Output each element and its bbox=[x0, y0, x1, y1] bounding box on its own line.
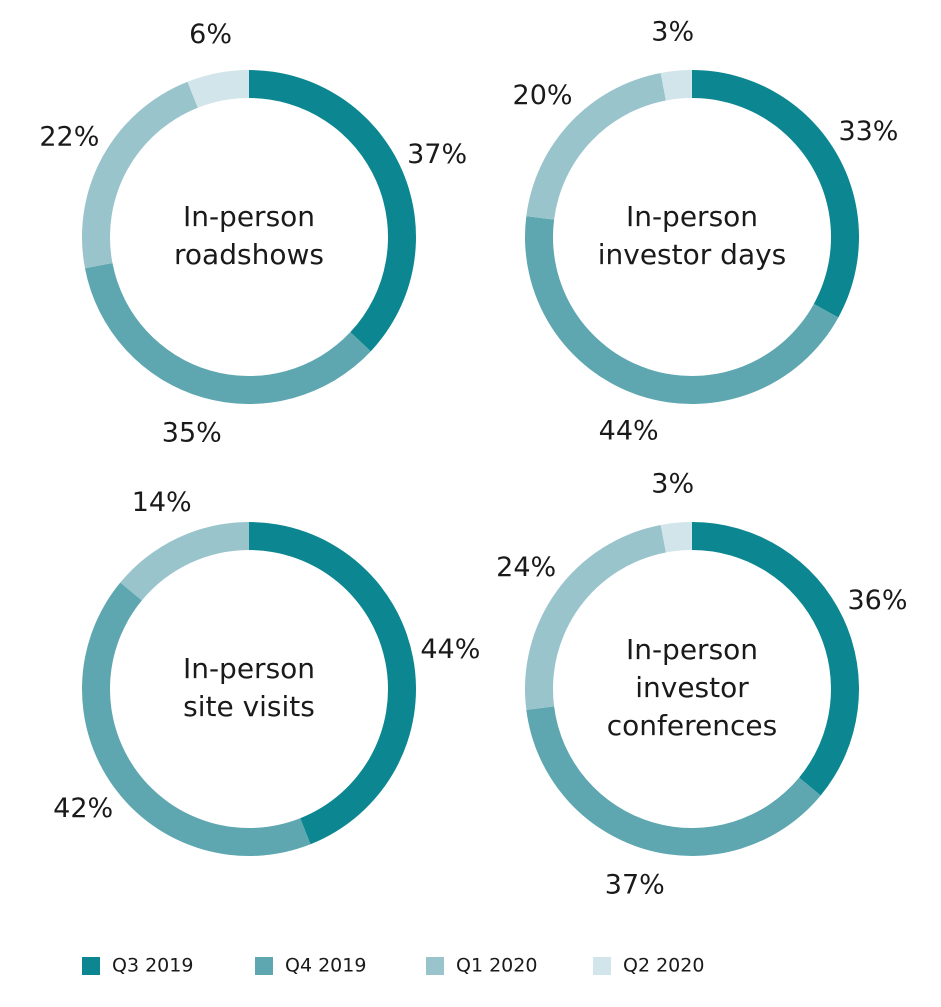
slice-value-label: 22% bbox=[39, 122, 99, 153]
slice-value-label: 24% bbox=[496, 552, 556, 583]
donut-chart-2: 33% 44% 20% 3% In-person investor days bbox=[513, 16, 899, 446]
slice-value-label: 37% bbox=[407, 139, 467, 170]
legend-item: Q4 2019 bbox=[255, 955, 366, 977]
donut-center-label: In-person bbox=[183, 652, 315, 685]
donut-slice bbox=[526, 706, 821, 857]
donut-chart-4: 36% 37% 24% 3% In-person investor conferences bbox=[496, 468, 907, 900]
slice-value-label: 14% bbox=[132, 487, 192, 518]
donut-slice bbox=[692, 70, 859, 318]
slice-value-label: 42% bbox=[53, 793, 113, 824]
legend-label: Q2 2020 bbox=[623, 955, 704, 977]
donut-slice bbox=[526, 72, 666, 220]
donut-center-label: In-person bbox=[626, 633, 758, 666]
donut-slice bbox=[187, 70, 249, 108]
legend-swatch bbox=[82, 957, 100, 975]
donut-slice bbox=[84, 263, 371, 404]
donut-chart-3: 44% 42% 14% In-person site visits bbox=[53, 487, 480, 856]
slice-value-label: 3% bbox=[651, 468, 694, 499]
slice-value-label: 35% bbox=[162, 417, 222, 448]
slice-value-label: 6% bbox=[189, 19, 232, 50]
legend-label: Q3 2019 bbox=[112, 955, 193, 977]
donut-slice bbox=[525, 524, 666, 710]
donut-slice bbox=[525, 216, 839, 405]
legend-item: Q1 2020 bbox=[426, 955, 537, 977]
donut-slice bbox=[249, 522, 416, 845]
legend-swatch bbox=[255, 957, 273, 975]
legend-swatch bbox=[593, 957, 611, 975]
slice-value-label: 36% bbox=[847, 585, 907, 616]
donut-slice bbox=[660, 522, 692, 553]
donut-slice bbox=[120, 522, 250, 601]
legend-item: Q3 2019 bbox=[82, 955, 193, 977]
donut-slice bbox=[249, 70, 417, 352]
donut-center-label: In-person bbox=[626, 200, 758, 233]
slice-value-label: 44% bbox=[599, 415, 659, 446]
donut-slice bbox=[660, 70, 692, 101]
donut-center-label: In-person bbox=[183, 200, 315, 233]
legend-item: Q2 2020 bbox=[593, 955, 704, 977]
donut-center-label: investor bbox=[635, 671, 749, 704]
legend-swatch bbox=[426, 957, 444, 975]
donut-chart-1: 37% 35% 22% 6% In-person roadshows bbox=[39, 19, 467, 448]
slice-value-label: 20% bbox=[513, 80, 573, 111]
slice-value-label: 3% bbox=[651, 16, 694, 47]
donut-center-label: roadshows bbox=[174, 238, 324, 271]
slice-value-label: 44% bbox=[420, 634, 480, 665]
donut-slice bbox=[82, 582, 311, 856]
slice-value-label: 33% bbox=[838, 116, 898, 147]
donut-center-label: conferences bbox=[607, 709, 777, 742]
donut-center-label: site visits bbox=[183, 690, 315, 723]
legend-label: Q4 2019 bbox=[285, 955, 366, 977]
donut-center-label: investor days bbox=[598, 238, 787, 271]
legend: Q3 2019 Q4 2019 Q1 2020 Q2 2020 bbox=[82, 955, 704, 977]
donut-slice bbox=[82, 81, 198, 269]
legend-label: Q1 2020 bbox=[456, 955, 537, 977]
slice-value-label: 37% bbox=[605, 869, 665, 900]
donut-slice bbox=[692, 522, 859, 796]
